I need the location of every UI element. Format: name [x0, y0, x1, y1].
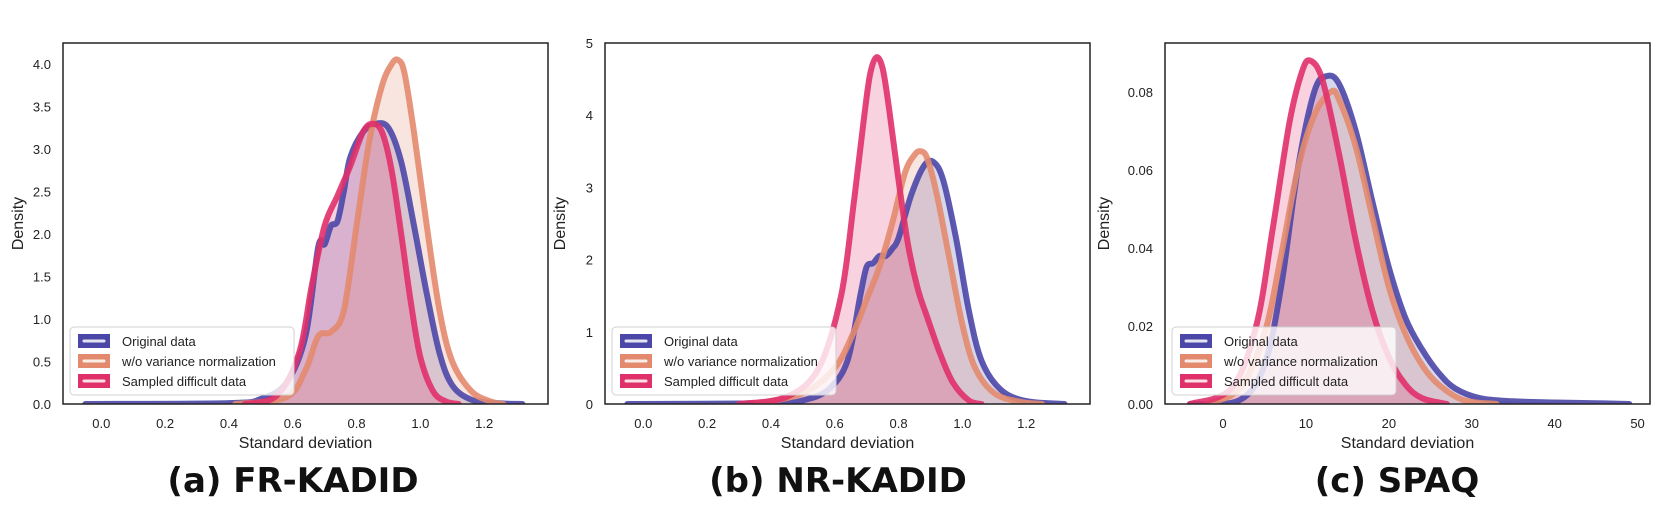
- x-tick-label: 0.6: [826, 416, 844, 431]
- y-tick-label: 3: [586, 180, 593, 195]
- legend: Original data w/o variance normalization S…: [1171, 326, 1397, 396]
- y-tick-label: 0: [586, 397, 593, 412]
- legend-label: w/o variance normalization: [121, 354, 276, 369]
- plot-area: [1186, 57, 1633, 404]
- density-line-1: [1186, 72, 1633, 404]
- chart-panel-1: 0.0 0.2 0.4 0.6 0.8 1.0 1.2 0.0 0.5 1.0 1.5 2.0 2.5 3…: [10, 42, 549, 501]
- density-fill-1: [1189, 75, 1630, 404]
- x-tick-label: 0.2: [156, 416, 174, 431]
- density-line-2: [232, 56, 507, 404]
- x-tick-label: 1.2: [1017, 416, 1035, 431]
- density-fill-3: [739, 57, 982, 404]
- x-tick-label: 20: [1382, 416, 1396, 431]
- legend-label: Sampled difficult data: [664, 374, 789, 389]
- density-fill-1: [627, 160, 1065, 404]
- density-fill-2: [235, 59, 504, 404]
- x-tick-label: 0.8: [890, 416, 908, 431]
- x-tick-label: 40: [1547, 416, 1561, 431]
- y-tick-label: 1.0: [33, 312, 51, 327]
- legend: Original data w/o variance normalization S…: [69, 326, 295, 396]
- density-fill-3: [1189, 60, 1447, 404]
- plot-area: [82, 56, 526, 404]
- density-line-2: [1203, 87, 1500, 404]
- x-tick-label: 0.8: [348, 416, 366, 431]
- y-tick-label: 5: [586, 36, 593, 51]
- x-tick-label: 1.0: [953, 416, 971, 431]
- y-tick-label: 0.00: [1128, 397, 1153, 412]
- legend-box: [69, 326, 295, 396]
- x-tick-label: 1.2: [475, 416, 493, 431]
- x-tick-label: 0.0: [634, 416, 652, 431]
- x-axis-label: Standard deviation: [781, 435, 914, 452]
- y-tick-label: 0.06: [1128, 163, 1153, 178]
- panel-caption: (b) NR-KADID: [709, 461, 967, 501]
- y-tick-label: 3.0: [33, 142, 51, 157]
- x-tick-label: 0.4: [220, 416, 238, 431]
- y-axis-label: Density: [552, 197, 569, 250]
- y-tick-label: 4: [586, 108, 593, 123]
- legend-label: Sampled difficult data: [1224, 374, 1349, 389]
- legend-box: [611, 326, 837, 396]
- x-tick-label: 30: [1465, 416, 1479, 431]
- axes-frame: [604, 42, 1091, 405]
- chart-panel-3: 0 10 20 30 40 50 0.00 0.02 0.04 0.06 0.08 Standard …: [1096, 42, 1651, 501]
- y-tick-label: 2: [586, 253, 593, 268]
- x-tick-label: 0.0: [92, 416, 110, 431]
- plot-area: [624, 54, 1068, 404]
- y-tick-label: 0.04: [1128, 241, 1153, 256]
- y-tick-label: 1.5: [33, 270, 51, 285]
- y-axis-label: Density: [10, 197, 27, 250]
- legend-label: w/o variance normalization: [663, 354, 818, 369]
- density-line-3: [1186, 57, 1450, 404]
- density-fill-2: [754, 151, 1043, 404]
- legend-label: Sampled difficult data: [122, 374, 247, 389]
- legend-label: Original data: [664, 334, 738, 349]
- density-line-2: [751, 148, 1046, 404]
- y-tick-label: 0.5: [33, 355, 51, 370]
- legend: Original data w/o variance normalization S…: [611, 326, 837, 396]
- legend-box: [1171, 326, 1397, 396]
- legend-label: Original data: [122, 334, 196, 349]
- y-tick-label: 0.0: [33, 397, 51, 412]
- x-tick-label: 1.0: [411, 416, 429, 431]
- x-axis-label: Standard deviation: [1341, 435, 1474, 452]
- x-tick-label: 50: [1630, 416, 1644, 431]
- x-tick-label: 0.4: [762, 416, 780, 431]
- y-tick-label: 4.0: [33, 57, 51, 72]
- panel-caption: (c) SPAQ: [1315, 461, 1480, 501]
- y-tick-label: 0.02: [1128, 319, 1153, 334]
- density-line-3: [736, 54, 985, 404]
- y-tick-label: 3.5: [33, 100, 51, 115]
- x-tick-label: 0: [1219, 416, 1226, 431]
- axes-frame: [1164, 42, 1651, 405]
- x-tick-label: 0.2: [698, 416, 716, 431]
- density-fill-2: [1206, 90, 1497, 404]
- y-tick-label: 2.5: [33, 185, 51, 200]
- x-tick-label: 0.6: [284, 416, 302, 431]
- density-line-3: [241, 120, 462, 404]
- x-axis-label: Standard deviation: [239, 435, 372, 452]
- y-tick-label: 1: [586, 325, 593, 340]
- legend-label: w/o variance normalization: [1223, 354, 1378, 369]
- chart-panel-2: 0.0 0.2 0.4 0.6 0.8 1.0 1.2 0 1 2 3 4 5 Standard devi…: [552, 36, 1091, 501]
- y-axis-label: Density: [1096, 197, 1113, 250]
- y-tick-label: 0.08: [1128, 85, 1153, 100]
- y-tick-label: 2.0: [33, 227, 51, 242]
- legend-label: Original data: [1224, 334, 1298, 349]
- panel-caption: (a) FR-KADID: [167, 461, 418, 501]
- axes-frame: [62, 42, 549, 405]
- x-tick-label: 10: [1299, 416, 1313, 431]
